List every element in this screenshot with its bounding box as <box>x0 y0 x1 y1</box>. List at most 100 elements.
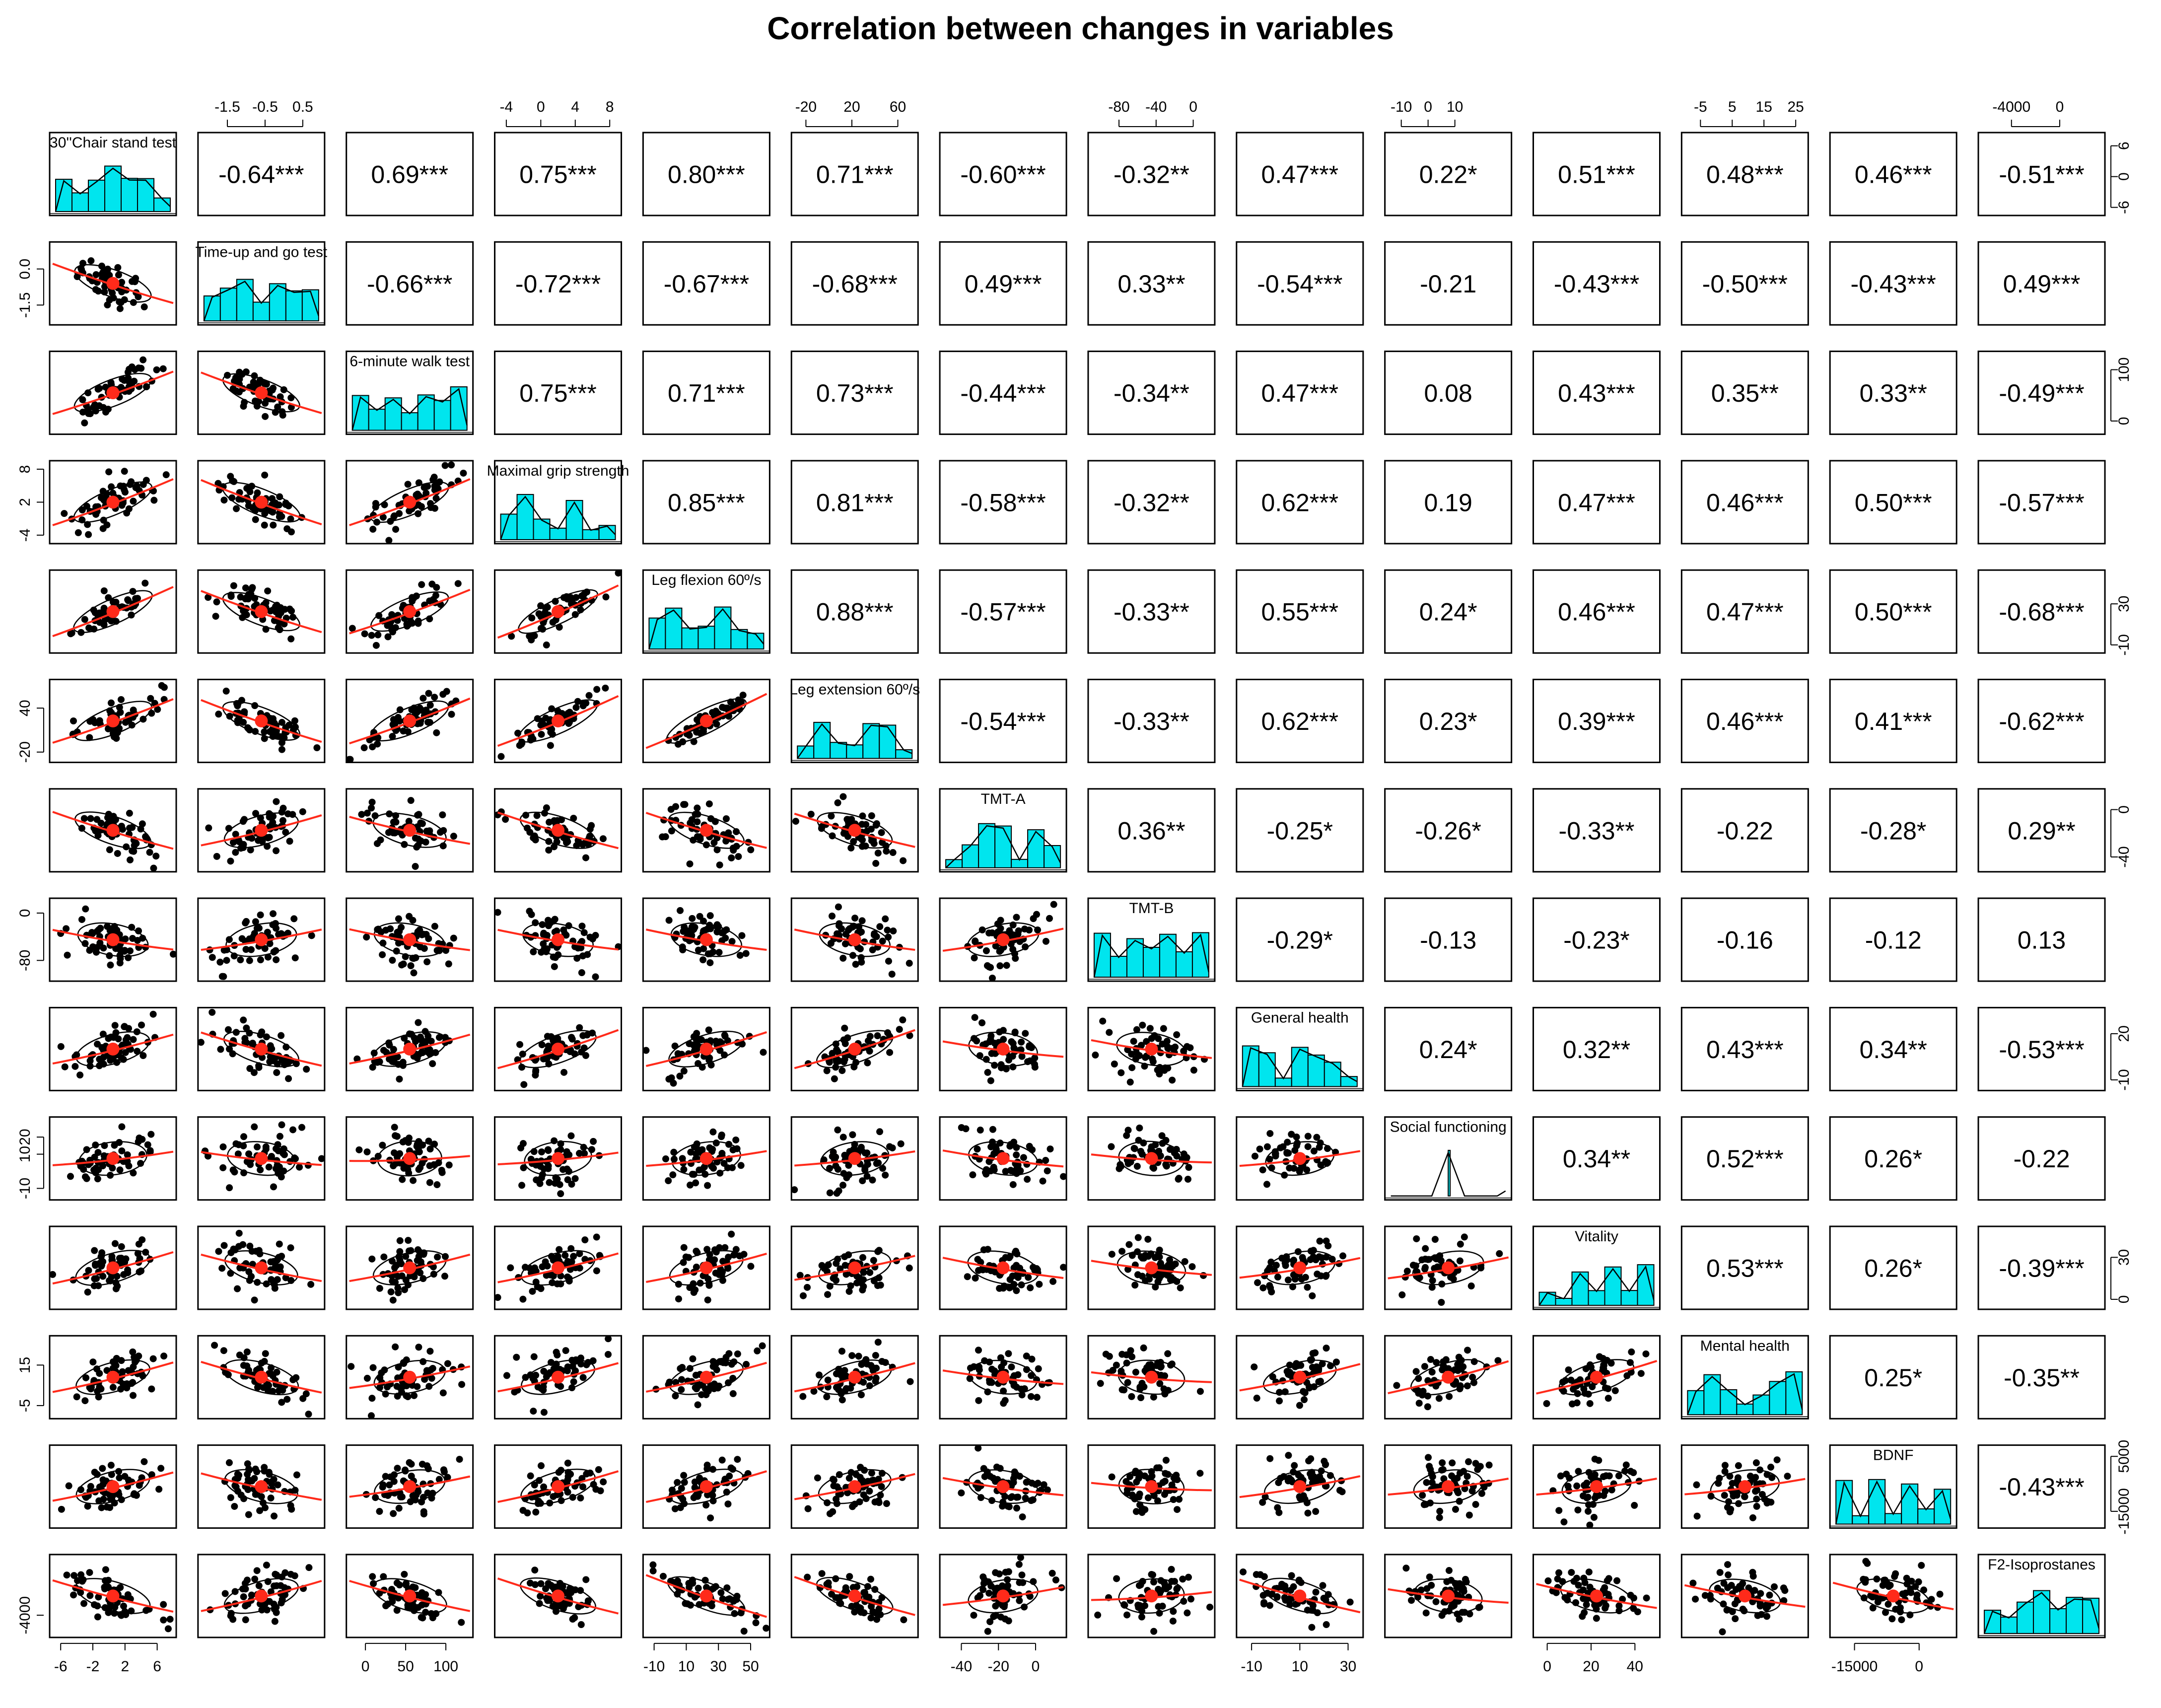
scatter-point <box>868 812 875 820</box>
scatter-point <box>982 947 990 954</box>
center-point <box>403 714 417 727</box>
scatter-point <box>395 1289 402 1296</box>
scatter-point <box>700 1163 708 1171</box>
scatter-point <box>1161 1067 1168 1074</box>
scatter-point <box>707 1514 714 1522</box>
scatter-point <box>1116 1161 1124 1168</box>
center-point <box>699 1480 713 1494</box>
histogram-bar <box>1242 1045 1259 1087</box>
histogram-bar <box>862 723 880 759</box>
correlation-label: 0.49*** <box>2003 270 2081 298</box>
scatter-point <box>211 1342 218 1349</box>
scatter-point <box>690 1171 697 1178</box>
scatter-point <box>562 1347 569 1354</box>
scatter-point <box>235 1472 243 1479</box>
center-point <box>1145 1152 1158 1165</box>
panel-frame <box>1680 897 1809 982</box>
scatter-point <box>414 928 421 935</box>
scatter-point <box>261 1504 269 1511</box>
scatter-point <box>592 1486 600 1493</box>
scatter-point <box>602 593 610 601</box>
scatter-point <box>1773 1456 1781 1464</box>
scatter-point <box>882 915 889 923</box>
scatter-point <box>1039 1177 1046 1185</box>
center-point <box>1145 1261 1158 1275</box>
scatter-point <box>581 1236 589 1244</box>
scatter-point <box>1312 1349 1319 1356</box>
panel-frame <box>1384 679 1513 763</box>
scatter-point <box>876 1128 884 1136</box>
scatter-point <box>692 1286 699 1293</box>
scatter-point <box>548 705 556 712</box>
scatter-point <box>832 1277 839 1284</box>
scatter-point <box>355 1146 363 1153</box>
scatter-point <box>118 1147 126 1154</box>
scatter-point <box>129 847 136 854</box>
scatter-point <box>255 925 263 932</box>
histogram-bar <box>665 607 683 650</box>
scatter-point <box>1001 1397 1009 1404</box>
scatter-point <box>384 622 391 629</box>
scatter-point <box>1025 1274 1032 1281</box>
panel-frame <box>1236 679 1364 763</box>
scatter-point <box>160 1601 167 1608</box>
scatter-point <box>1752 1474 1759 1481</box>
center-point <box>996 1370 1010 1384</box>
panel-frame <box>1829 241 1957 326</box>
scatter-point <box>578 923 586 930</box>
scatter-point <box>1118 1386 1126 1393</box>
scatter-point <box>691 1047 698 1054</box>
correlation-label: 0.23* <box>1419 708 1477 735</box>
center-point <box>106 1589 120 1603</box>
scatter-point <box>519 1507 527 1514</box>
scatter-point <box>1436 1507 1444 1515</box>
scatter-point <box>1784 1473 1791 1480</box>
scatter-point <box>87 257 95 265</box>
scatter-point <box>100 621 108 629</box>
scatter-point <box>831 1075 838 1082</box>
scatter-point <box>429 1060 436 1068</box>
scatter-point <box>127 856 134 863</box>
scatter-point <box>264 953 272 961</box>
variable-label: 6-minute walk test <box>349 354 470 370</box>
scatter-point <box>879 839 886 846</box>
scatter-point <box>1008 1038 1015 1045</box>
scatter-point <box>975 1347 982 1354</box>
scatter-point <box>155 1486 163 1493</box>
scatter-point <box>526 633 533 640</box>
scatter-point <box>389 957 396 964</box>
scatter-point <box>369 525 377 533</box>
scatter-point <box>253 1468 261 1476</box>
scatter-point <box>705 800 713 808</box>
scatter-point <box>104 301 111 309</box>
scatter-point <box>570 1253 577 1260</box>
scatter-point <box>851 915 859 922</box>
scatter-point <box>244 1486 252 1494</box>
scatter-point <box>246 936 254 943</box>
scatter-point <box>872 859 880 867</box>
scatter-point <box>129 1348 137 1355</box>
scatter-point <box>410 1177 417 1184</box>
scatter-point <box>530 1353 538 1360</box>
scatter-point <box>106 846 113 854</box>
scatter-point <box>1339 1252 1346 1260</box>
scatter-point <box>225 1459 233 1466</box>
scatter-point <box>879 1165 886 1172</box>
correlation-label: 0.34** <box>1860 1036 1927 1064</box>
correlation-label: 0.24* <box>1419 1036 1477 1064</box>
scatter-point <box>687 819 694 827</box>
scatter-point <box>394 1465 401 1472</box>
scatter-point <box>291 954 299 962</box>
scatter-point <box>264 587 272 595</box>
scatter-point <box>615 569 622 577</box>
scatter-point <box>494 909 501 916</box>
scatter-point <box>261 380 268 387</box>
center-point <box>699 1152 713 1165</box>
scatter-point <box>114 850 121 857</box>
scatter-point <box>1046 1145 1054 1153</box>
scatter-point <box>838 1067 846 1074</box>
scatter-point <box>962 1125 970 1133</box>
scatter-point <box>235 496 243 503</box>
center-point <box>699 1042 713 1056</box>
scatter-point <box>427 1037 435 1045</box>
